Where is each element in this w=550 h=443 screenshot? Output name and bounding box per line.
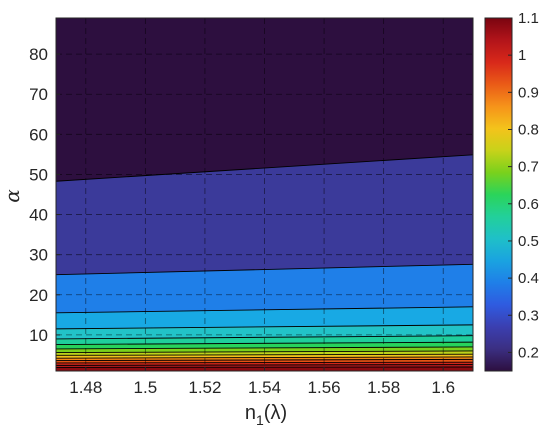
colorbar-tick-label: 0.4 <box>518 270 539 287</box>
colorbar <box>485 18 512 371</box>
y-tick-label: 50 <box>29 165 48 184</box>
colorbar-frame <box>484 17 513 372</box>
x-tick-label: 1.52 <box>188 378 221 397</box>
x-tick-label: 1.54 <box>248 378 281 397</box>
colorbar-ticks: 0.2 0.3 0.4 0.5 0.6 0.7 0.8 0.9 1 1.1 <box>508 10 539 361</box>
x-tick-label: 1.56 <box>308 378 341 397</box>
contour-line <box>56 353 473 356</box>
y-tick-label: 30 <box>29 246 48 265</box>
grid-lines <box>56 18 473 371</box>
colorbar-tick-label: 1.1 <box>518 10 539 27</box>
x-tick-label: 1.6 <box>431 378 455 397</box>
y-tick-label: 40 <box>29 206 48 225</box>
x-tick-label: 1.48 <box>69 378 102 397</box>
colorbar-tick-label: 0.3 <box>518 307 539 324</box>
x-axis-label: n1(λ) <box>245 402 287 428</box>
x-axis-ticks: 1.48 1.5 1.52 1.54 1.56 1.58 1.6 <box>69 367 455 397</box>
contour-line <box>56 335 473 340</box>
x-tick-label: 1.5 <box>134 378 158 397</box>
y-tick-label: 70 <box>29 85 48 104</box>
x-tick-label: 1.58 <box>367 378 400 397</box>
colorbar-tick-label: 0.2 <box>518 344 539 361</box>
colorbar-tick-label: 1 <box>518 47 526 64</box>
colorbar-tick-label: 0.9 <box>518 84 539 101</box>
contour-line <box>56 324 473 330</box>
colorbar-tick-label: 0.5 <box>518 233 539 250</box>
contour-line <box>56 364 473 366</box>
colorbar-tick-label: 0.6 <box>518 196 539 213</box>
y-tick-label: 10 <box>29 326 48 345</box>
y-tick-label: 60 <box>29 125 48 144</box>
y-axis-ticks: 10 20 30 40 50 60 70 80 <box>29 45 60 345</box>
colorbar-tick-label: 0.8 <box>518 121 539 138</box>
contour-line <box>56 346 473 350</box>
y-tick-label: 20 <box>29 286 48 305</box>
y-tick-label: 80 <box>29 45 48 64</box>
contour-line <box>56 356 473 359</box>
colorbar-tick-label: 0.7 <box>518 159 539 176</box>
y-axis-label: α <box>0 189 24 203</box>
